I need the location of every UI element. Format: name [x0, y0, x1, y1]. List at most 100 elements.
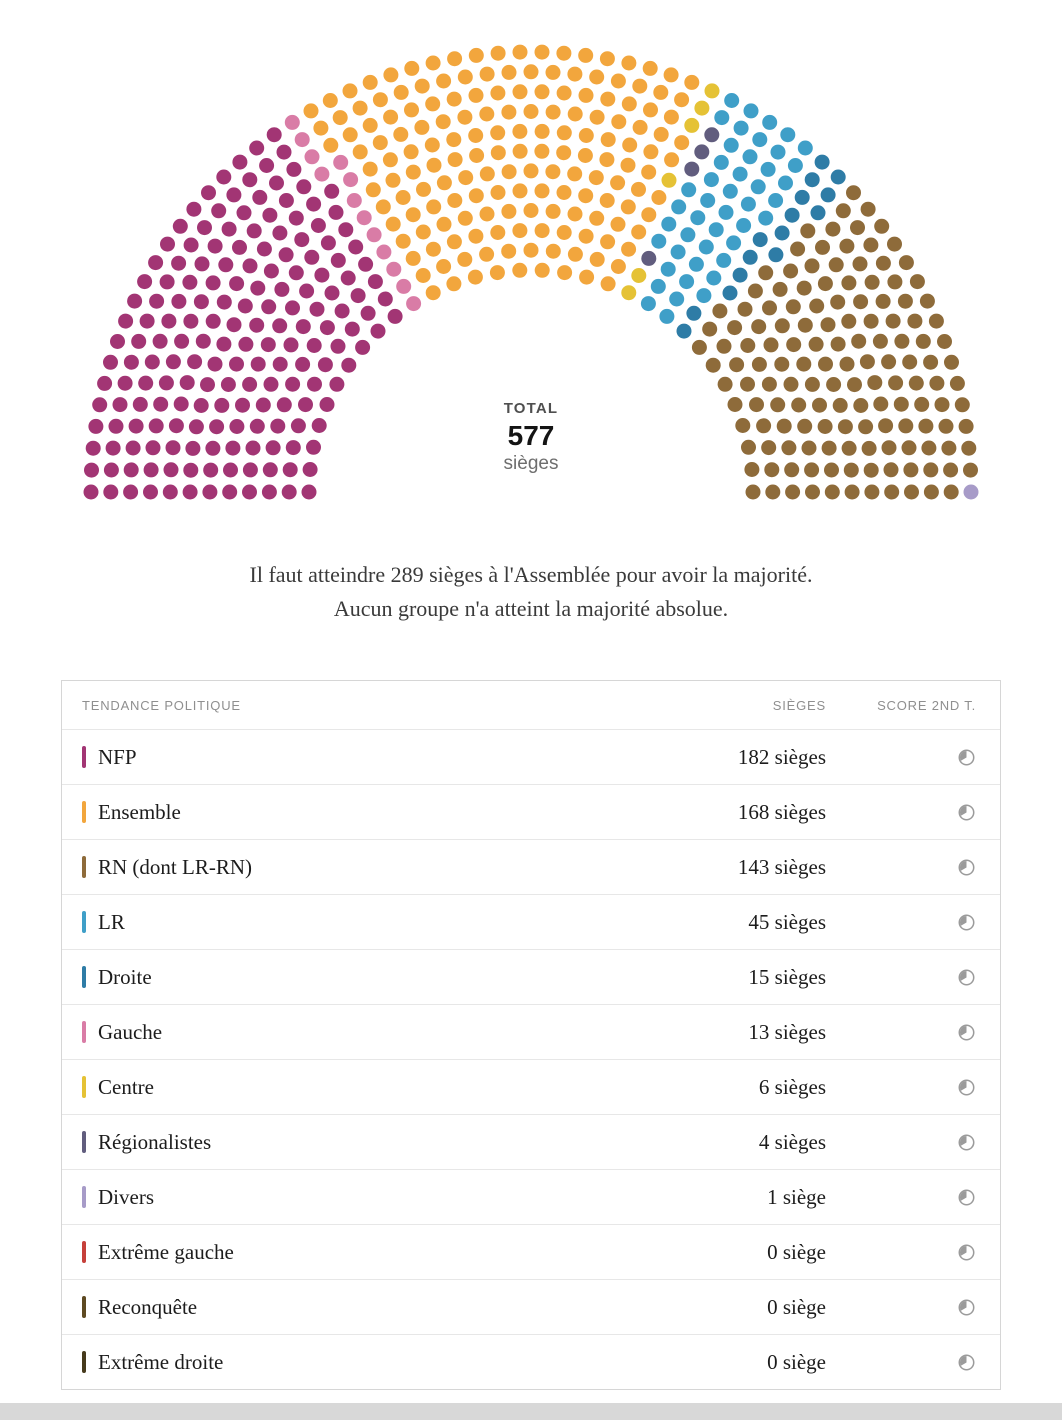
seat-dot [830, 336, 846, 352]
seat-dot [824, 462, 839, 478]
score-cell [826, 968, 976, 987]
seat-dot [309, 301, 325, 317]
seat-dot [266, 127, 282, 143]
seat-dot [744, 462, 760, 477]
seat-dot [797, 418, 813, 434]
seat-dot [944, 354, 959, 370]
seat-dot [923, 484, 939, 500]
seat-dot [283, 337, 299, 353]
seat-dot [306, 338, 322, 353]
seat-dot [242, 376, 258, 392]
seat-dot [684, 117, 700, 133]
seat-dot [468, 87, 484, 103]
seat-dot [732, 267, 748, 283]
seat-dot [943, 462, 959, 478]
seat-dot [664, 152, 680, 168]
seat-dot [225, 440, 241, 456]
seat-dot [285, 300, 300, 316]
seat-dot [188, 419, 204, 435]
party-name: LR [98, 909, 125, 934]
table-row: NFP 182 sièges [62, 729, 1000, 784]
seat-dot [123, 354, 139, 370]
pending-clock-icon [958, 1354, 975, 1370]
seat-dot [846, 185, 861, 201]
seat-dot [262, 207, 278, 223]
seat-dot [641, 207, 657, 223]
seat-dot [963, 462, 978, 478]
seat-dot [501, 164, 517, 180]
seat-dot [743, 103, 759, 119]
seat-dot [610, 175, 626, 191]
seat-dot [296, 179, 312, 195]
seat-dot [303, 103, 319, 119]
seat-dot [814, 154, 830, 170]
seat-dot [774, 356, 790, 372]
seat-dot [148, 255, 164, 271]
seat-dot [457, 210, 473, 226]
seat-dot [841, 440, 857, 456]
seat-dot [436, 175, 452, 191]
seat-dot [425, 285, 441, 301]
seat-dot [679, 274, 695, 290]
seat-dot [556, 225, 572, 240]
seat-dot [304, 149, 320, 165]
seat-dot [290, 418, 306, 434]
seat-dot [903, 462, 919, 478]
seat-dot [696, 288, 712, 304]
seat-dot [185, 440, 201, 456]
seat-dot [319, 397, 335, 412]
seats-value: 143 sièges [737, 854, 826, 879]
table-row: Régionalistes 4 sièges [62, 1114, 1000, 1169]
seat-dot [740, 338, 756, 353]
score-cell [826, 1298, 976, 1317]
seat-dot [761, 376, 777, 392]
seat-dot [859, 354, 875, 370]
seat-dot [457, 109, 473, 125]
seat-dot [875, 255, 891, 271]
seat-dot [863, 462, 879, 478]
seat-dot [651, 190, 667, 205]
seat-dot [778, 175, 793, 191]
table-row: Extrême droite 0 siège [62, 1334, 1000, 1389]
seat-dot [567, 206, 583, 222]
seat-dot [722, 285, 738, 301]
seats-value: 168 sièges [737, 799, 826, 824]
seat-dot [362, 161, 378, 177]
seat-dot [567, 246, 583, 262]
seat-dot [622, 137, 638, 153]
seat-dot [173, 396, 189, 412]
seat-dot [342, 83, 358, 99]
seat-dot [286, 161, 302, 177]
seat-dot [385, 172, 401, 188]
party-cell: Divers [82, 1185, 636, 1210]
caption-line2: Aucun groupe n'a atteint la majorité abs… [333, 596, 729, 621]
seat-dot [182, 274, 198, 290]
seat-dot [285, 376, 301, 392]
seat-dot [272, 318, 288, 334]
seat-dot [226, 317, 242, 333]
seat-dot [567, 106, 583, 122]
seat-dot [490, 225, 506, 240]
seat-dot [796, 280, 812, 296]
seat-dot [512, 123, 528, 139]
seat-dot [348, 239, 364, 255]
seat-dot [112, 397, 128, 413]
seat-dot [954, 397, 970, 413]
seat-dot [88, 418, 104, 434]
seat-dot [841, 313, 857, 329]
party-name: Régionalistes [98, 1129, 212, 1154]
seat-dot [274, 281, 290, 297]
seat-dot [579, 269, 595, 285]
seat-dot [362, 74, 378, 90]
seat-dot [250, 356, 266, 372]
table-row: LR 45 sièges [62, 894, 1000, 949]
pending-clock-icon [958, 859, 975, 875]
seat-dot [319, 320, 335, 336]
seat-dot [307, 376, 322, 392]
seat-dot [425, 55, 441, 71]
seat-dot [621, 285, 637, 301]
seat-dot [201, 185, 216, 201]
seat-dot [716, 338, 732, 354]
seat-dot [783, 263, 799, 279]
seat-dot [193, 294, 209, 310]
